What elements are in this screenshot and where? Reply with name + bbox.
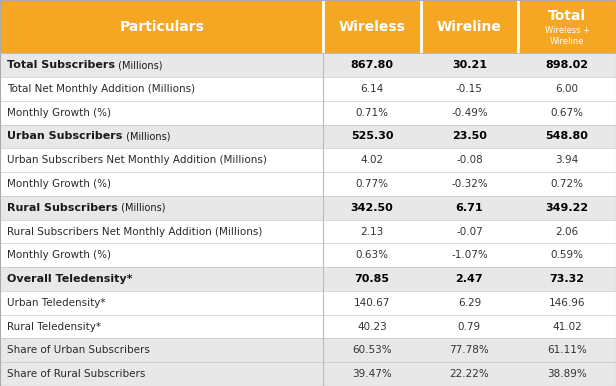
- Bar: [0, 0, 616, 53]
- Text: 140.67: 140.67: [354, 298, 391, 308]
- Text: 70.85: 70.85: [355, 274, 389, 284]
- Text: 0.63%: 0.63%: [355, 250, 389, 260]
- Bar: [0, 362, 616, 386]
- Bar: [0, 77, 616, 101]
- Text: 0.59%: 0.59%: [551, 250, 583, 260]
- Text: 2.13: 2.13: [360, 227, 384, 237]
- Text: 77.78%: 77.78%: [450, 345, 489, 356]
- Bar: [0, 172, 616, 196]
- Bar: [0, 125, 616, 148]
- Text: 898.02: 898.02: [546, 60, 588, 70]
- Text: -1.07%: -1.07%: [451, 250, 488, 260]
- Text: 23.50: 23.50: [452, 132, 487, 141]
- Text: 30.21: 30.21: [452, 60, 487, 70]
- Text: -0.15: -0.15: [456, 84, 483, 94]
- Text: Urban Teledensity*: Urban Teledensity*: [7, 298, 106, 308]
- Text: 867.80: 867.80: [351, 60, 394, 70]
- Text: Rural Teledensity*: Rural Teledensity*: [7, 322, 102, 332]
- Text: 22.22%: 22.22%: [450, 369, 489, 379]
- Text: 349.22: 349.22: [545, 203, 589, 213]
- Text: 41.02: 41.02: [552, 322, 582, 332]
- Bar: [0, 315, 616, 339]
- Text: 6.71: 6.71: [456, 203, 483, 213]
- Text: 2.06: 2.06: [556, 227, 578, 237]
- Bar: [0, 101, 616, 125]
- Text: 0.79: 0.79: [458, 322, 481, 332]
- Text: 146.96: 146.96: [549, 298, 585, 308]
- Bar: [0, 53, 616, 77]
- Bar: [0, 244, 616, 267]
- Text: Total Net Monthly Addition (Millions): Total Net Monthly Addition (Millions): [7, 84, 195, 94]
- Text: (Millions): (Millions): [123, 132, 170, 141]
- Text: 60.53%: 60.53%: [352, 345, 392, 356]
- Text: 2.47: 2.47: [456, 274, 483, 284]
- Text: Monthly Growth (%): Monthly Growth (%): [7, 250, 111, 260]
- Text: Overall Teledensity*: Overall Teledensity*: [7, 274, 133, 284]
- Text: -0.07: -0.07: [456, 227, 483, 237]
- Text: 38.89%: 38.89%: [547, 369, 587, 379]
- Text: (Millions): (Millions): [118, 203, 166, 213]
- Text: 4.02: 4.02: [360, 155, 384, 165]
- Text: 0.71%: 0.71%: [355, 108, 389, 118]
- Bar: [0, 267, 616, 291]
- Text: Particulars: Particulars: [120, 20, 204, 34]
- Text: 525.30: 525.30: [351, 132, 393, 141]
- Text: Urban Subscribers: Urban Subscribers: [7, 132, 123, 141]
- Text: Urban Subscribers Net Monthly Addition (Millions): Urban Subscribers Net Monthly Addition (…: [7, 155, 267, 165]
- Text: Rural Subscribers: Rural Subscribers: [7, 203, 118, 213]
- Text: 6.00: 6.00: [556, 84, 578, 94]
- Text: -0.32%: -0.32%: [451, 179, 488, 189]
- Bar: [0, 148, 616, 172]
- Bar: [0, 220, 616, 244]
- Text: 39.47%: 39.47%: [352, 369, 392, 379]
- Text: 61.11%: 61.11%: [547, 345, 587, 356]
- Text: (Millions): (Millions): [115, 60, 163, 70]
- Text: Total Subscribers: Total Subscribers: [7, 60, 115, 70]
- Text: Monthly Growth (%): Monthly Growth (%): [7, 179, 111, 189]
- Bar: [0, 291, 616, 315]
- Text: 3.94: 3.94: [556, 155, 578, 165]
- Text: -0.49%: -0.49%: [451, 108, 488, 118]
- Text: Monthly Growth (%): Monthly Growth (%): [7, 108, 111, 118]
- Text: 342.50: 342.50: [351, 203, 394, 213]
- Text: -0.08: -0.08: [456, 155, 483, 165]
- Bar: [0, 196, 616, 220]
- Text: 0.67%: 0.67%: [551, 108, 583, 118]
- Text: Wireless: Wireless: [339, 20, 405, 34]
- Text: 548.80: 548.80: [546, 132, 588, 141]
- Text: 6.29: 6.29: [458, 298, 481, 308]
- Text: Wireless +
Wireline: Wireless + Wireline: [545, 26, 590, 46]
- Text: 40.23: 40.23: [357, 322, 387, 332]
- Text: Share of Rural Subscribers: Share of Rural Subscribers: [7, 369, 146, 379]
- Text: 73.32: 73.32: [549, 274, 585, 284]
- Text: 0.77%: 0.77%: [355, 179, 389, 189]
- Text: 6.14: 6.14: [360, 84, 384, 94]
- Text: 0.72%: 0.72%: [551, 179, 583, 189]
- Text: Share of Urban Subscribers: Share of Urban Subscribers: [7, 345, 150, 356]
- Text: Total: Total: [548, 9, 586, 23]
- Text: Wireline: Wireline: [437, 20, 502, 34]
- Text: Rural Subscribers Net Monthly Addition (Millions): Rural Subscribers Net Monthly Addition (…: [7, 227, 263, 237]
- Bar: [0, 339, 616, 362]
